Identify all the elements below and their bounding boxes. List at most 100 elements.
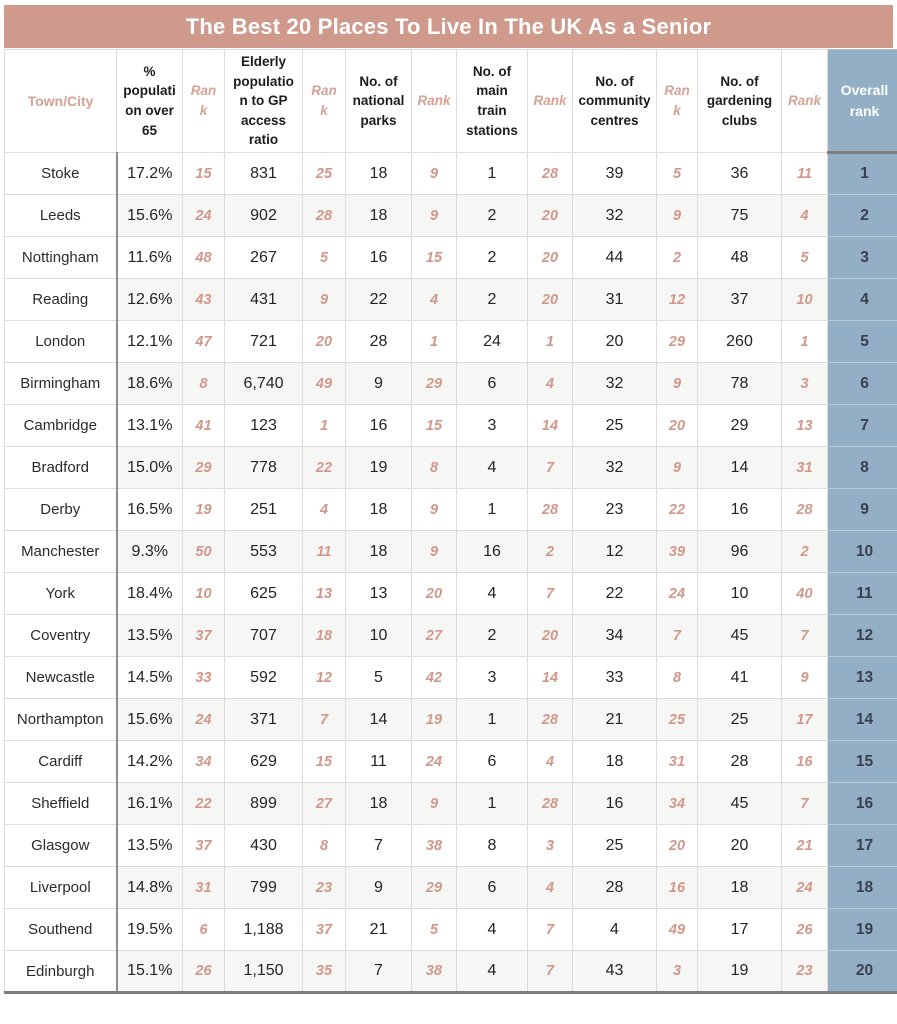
cell-town-city: Manchester [4, 530, 118, 573]
cell-rank-train-stations: 3 [527, 824, 573, 867]
cell-gardening-clubs: 37 [697, 278, 782, 321]
cell-rank-community-centres: 22 [656, 488, 698, 531]
cell-rank-gardening-clubs: 3 [781, 362, 828, 405]
cell-rank-gp-ratio: 1 [302, 404, 346, 447]
cell-gardening-clubs: 19 [697, 950, 782, 994]
col-header-gardening-clubs: No. of gardening clubs [697, 49, 782, 153]
cell-rank-community-centres: 39 [656, 530, 698, 573]
cell-national-parks: 14 [345, 698, 412, 741]
cell-rank-gardening-clubs: 40 [781, 572, 828, 615]
cell-elderly-gp-ratio: 629 [224, 740, 303, 783]
cell-rank-gp-ratio: 11 [302, 530, 346, 573]
cell-pct-population-over-65: 13.5% [116, 614, 183, 657]
cell-rank-national-parks: 29 [411, 866, 457, 909]
cell-community-centres: 39 [572, 152, 657, 195]
cell-rank-community-centres: 8 [656, 656, 698, 699]
cell-rank-national-parks: 9 [411, 152, 457, 195]
cell-elderly-gp-ratio: 707 [224, 614, 303, 657]
cell-overall-rank: 10 [827, 530, 897, 573]
cell-rank-national-parks: 9 [411, 530, 457, 573]
cell-main-train-stations: 2 [456, 614, 528, 657]
cell-rank-community-centres: 49 [656, 908, 698, 951]
cell-town-city: Nottingham [4, 236, 118, 279]
table-row: London 12.1% 47 721 20 28 1 24 1 20 29 260 1 5 [4, 320, 897, 363]
col-header-overall-rank: Overall rank [827, 49, 897, 154]
cell-national-parks: 18 [345, 152, 412, 195]
cell-gardening-clubs: 17 [697, 908, 782, 951]
cell-gardening-clubs: 18 [697, 866, 782, 909]
cell-overall-rank: 7 [827, 404, 897, 447]
cell-rank-gardening-clubs: 13 [781, 404, 828, 447]
cell-rank-community-centres: 9 [656, 446, 698, 489]
cell-town-city: York [4, 572, 118, 615]
cell-main-train-stations: 1 [456, 488, 528, 531]
cell-rank-gardening-clubs: 2 [781, 530, 828, 573]
cell-rank-gp-ratio: 22 [302, 446, 346, 489]
cell-elderly-gp-ratio: 1,150 [224, 950, 303, 994]
cell-rank-train-stations: 20 [527, 194, 573, 237]
cell-rank-train-stations: 20 [527, 278, 573, 321]
cell-main-train-stations: 8 [456, 824, 528, 867]
cell-gardening-clubs: 48 [697, 236, 782, 279]
col-header-rank-gp-ratio: Rank [302, 49, 346, 153]
cell-rank-train-stations: 14 [527, 404, 573, 447]
cell-town-city: Coventry [4, 614, 118, 657]
cell-town-city: Reading [4, 278, 118, 321]
cell-rank-national-parks: 19 [411, 698, 457, 741]
cell-rank-train-stations: 4 [527, 866, 573, 909]
cell-pct-population-over-65: 14.2% [116, 740, 183, 783]
col-header-town-city: Town/City [4, 49, 117, 153]
cell-rank-gardening-clubs: 17 [781, 698, 828, 741]
table-row: Manchester 9.3% 50 553 11 18 9 16 2 12 39 96 2 10 [4, 530, 897, 573]
cell-national-parks: 18 [345, 530, 412, 573]
cell-overall-rank: 14 [827, 698, 897, 741]
cell-national-parks: 18 [345, 194, 412, 237]
cell-rank-community-centres: 20 [656, 824, 698, 867]
cell-overall-rank: 9 [827, 488, 897, 531]
cell-community-centres: 32 [572, 362, 657, 405]
cell-pct-population-over-65: 15.0% [116, 446, 183, 489]
cell-pct-population-over-65: 16.5% [116, 488, 183, 531]
cell-rank-gardening-clubs: 7 [781, 614, 828, 657]
cell-community-centres: 23 [572, 488, 657, 531]
cell-gardening-clubs: 45 [697, 614, 782, 657]
cell-rank-community-centres: 9 [656, 362, 698, 405]
page-title: The Best 20 Places To Live In The UK As … [4, 5, 893, 48]
cell-rank-national-parks: 29 [411, 362, 457, 405]
table-row: York 18.4% 10 625 13 13 20 4 7 22 24 10 40 11 [4, 572, 897, 615]
cell-community-centres: 25 [572, 824, 657, 867]
cell-rank-pct-over-65: 29 [182, 446, 225, 489]
table-row: Liverpool 14.8% 31 799 23 9 29 6 4 28 16 18 24 18 [4, 866, 897, 909]
table-row: Sheffield 16.1% 22 899 27 18 9 1 28 16 34 45 7 16 [4, 782, 897, 825]
cell-rank-train-stations: 20 [527, 236, 573, 279]
cell-national-parks: 7 [345, 824, 412, 867]
cell-gardening-clubs: 41 [697, 656, 782, 699]
table-header: Town/City% population over 65 Rank Elderly… [4, 49, 897, 154]
cell-rank-gp-ratio: 25 [302, 152, 346, 195]
cell-main-train-stations: 1 [456, 782, 528, 825]
cell-rank-pct-over-65: 48 [182, 236, 225, 279]
cell-town-city: Glasgow [4, 824, 118, 867]
cell-main-train-stations: 6 [456, 740, 528, 783]
cell-rank-gp-ratio: 28 [302, 194, 346, 237]
cell-elderly-gp-ratio: 371 [224, 698, 303, 741]
cell-gardening-clubs: 45 [697, 782, 782, 825]
cell-rank-train-stations: 7 [527, 446, 573, 489]
cell-rank-gardening-clubs: 7 [781, 782, 828, 825]
cell-rank-train-stations: 4 [527, 740, 573, 783]
cell-main-train-stations: 6 [456, 362, 528, 405]
table-row: Derby 16.5% 19 251 4 18 9 1 28 23 22 16 28 9 [4, 488, 897, 531]
infographic-page: The Best 20 Places To Live In The UK As … [4, 5, 897, 994]
cell-overall-rank: 4 [827, 278, 897, 321]
cell-overall-rank: 13 [827, 656, 897, 699]
cell-rank-national-parks: 5 [411, 908, 457, 951]
cell-main-train-stations: 4 [456, 950, 528, 994]
cell-main-train-stations: 1 [456, 152, 528, 195]
cell-community-centres: 4 [572, 908, 657, 951]
cell-rank-pct-over-65: 22 [182, 782, 225, 825]
cell-rank-pct-over-65: 47 [182, 320, 225, 363]
cell-main-train-stations: 4 [456, 572, 528, 615]
cell-rank-gp-ratio: 18 [302, 614, 346, 657]
table-row: Nottingham 11.6% 48 267 5 16 15 2 20 44 2 48 5 3 [4, 236, 897, 279]
cell-rank-gardening-clubs: 16 [781, 740, 828, 783]
